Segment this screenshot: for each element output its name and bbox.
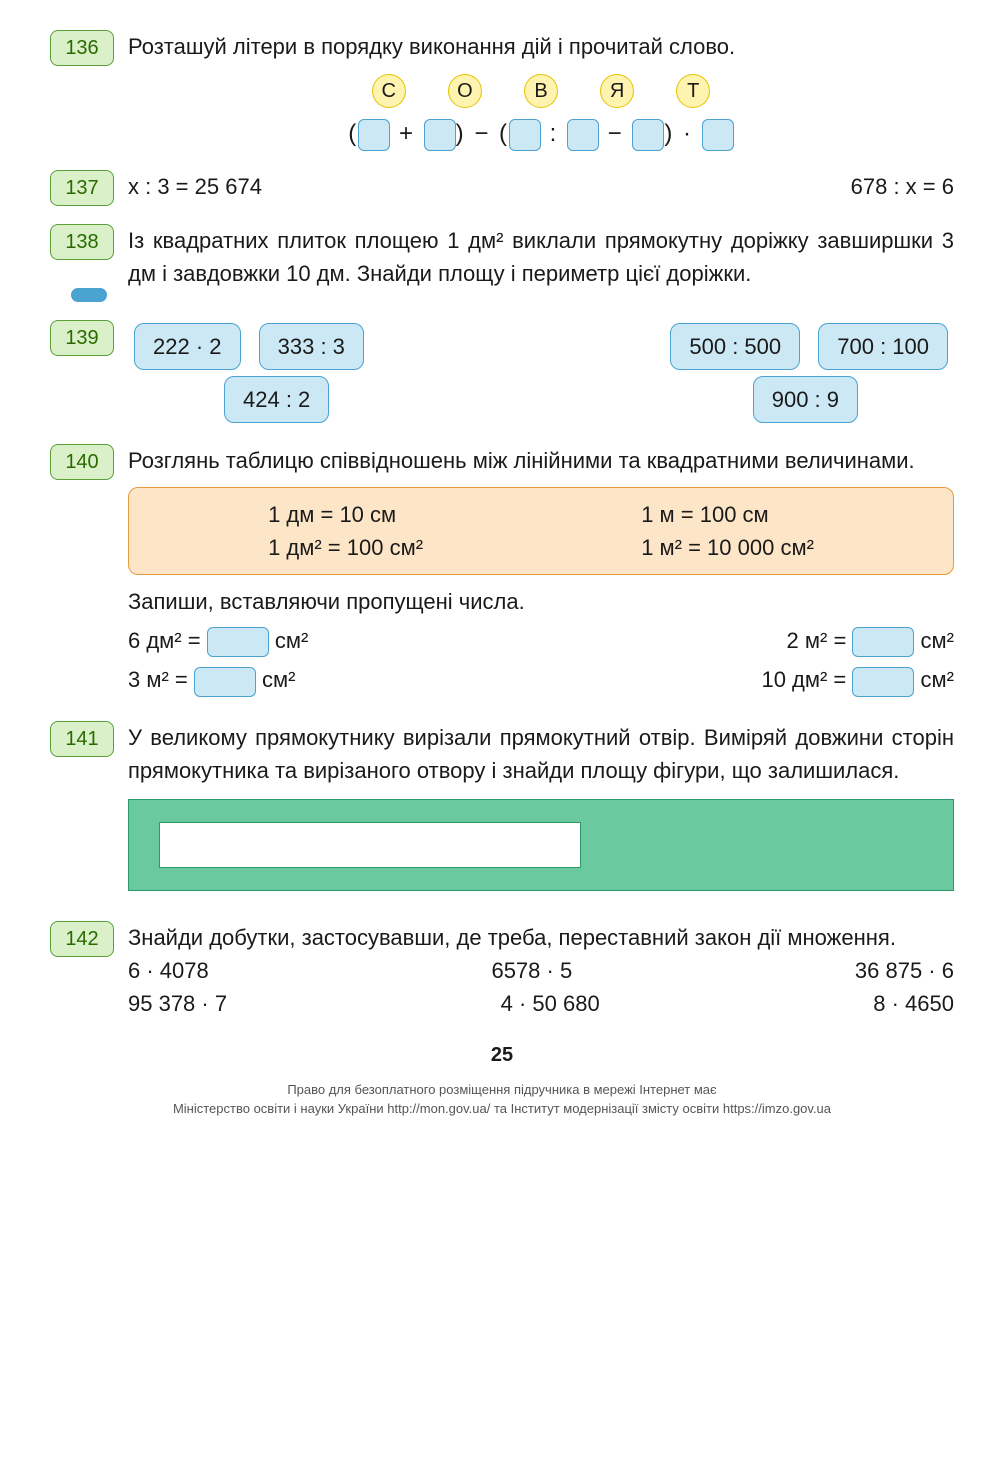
product: 6 · 4078 [128,954,209,987]
pencil-icon [71,288,107,302]
task-text: Із квадратних плиток площею 1 дм² виклал… [128,228,954,286]
blank-box[interactable] [194,667,256,697]
rectangle-figure [128,799,954,891]
task-139: 139 222 · 2 333 : 3 500 : 500 700 : 100 … [50,320,954,426]
letter-circle: О [448,74,482,108]
fill-eq: 2 м² = см² [787,624,954,657]
blank-box[interactable] [632,119,664,151]
letter-row: С О В Я Т [128,73,954,108]
table-cell: 1 м = 100 см [641,498,814,531]
table-cell: 1 м² = 10 000 см² [641,531,814,564]
task-text: Розглянь таблицю співвідношень між ліній… [128,444,954,477]
fill-eq: 3 м² = см² [128,663,295,696]
subtext: Запиши, вставляючи пропущені числа. [128,585,954,618]
equation: x : 3 = 25 674 [128,170,262,203]
math-pill: 700 : 100 [818,323,948,370]
task-138: 138 Із квадратних плиток площею 1 дм² ви… [50,224,954,302]
task-number: 140 [50,444,114,480]
task-body: Із квадратних плиток площею 1 дм² виклал… [128,224,954,290]
blank-box[interactable] [424,119,456,151]
task-137: 137 x : 3 = 25 674 678 : x = 6 [50,170,954,206]
product: 95 378 · 7 [128,987,227,1020]
formula-line: ( + ) − ( : − ) · [128,116,954,152]
relation-table: 1 дм = 10 см 1 дм² = 100 см² 1 м = 100 с… [128,487,954,575]
task-number: 139 [50,320,114,356]
blank-box[interactable] [702,119,734,151]
task-body: 222 · 2 333 : 3 500 : 500 700 : 100 424 … [128,320,954,426]
task-140: 140 Розглянь таблицю співвідношень між л… [50,444,954,702]
table-cell: 1 дм = 10 см [268,498,423,531]
footer: Право для безоплатного розміщення підруч… [50,1080,954,1119]
blank-box[interactable] [358,119,390,151]
table-col: 1 дм = 10 см 1 дм² = 100 см² [268,498,423,564]
math-pill: 500 : 500 [670,323,800,370]
task-body: Розташуй літери в порядку виконання дій … [128,30,954,152]
task-body: У великому прямокутнику вирізали прямоку… [128,721,954,903]
product: 6578 · 5 [491,954,572,987]
math-pill: 424 : 2 [224,376,329,423]
page-number: 25 [50,1040,954,1070]
equation: 678 : x = 6 [851,170,954,203]
task-number: 142 [50,921,114,957]
task-text: Розташуй літери в порядку виконання дій … [128,30,954,63]
product: 36 875 · 6 [855,954,954,987]
task-text: У великому прямокутнику вирізали прямоку… [128,721,954,787]
product: 8 · 4650 [873,987,954,1020]
task-body: Знайди добутки, застосувавши, де треба, … [128,921,954,1020]
task-body: Розглянь таблицю співвідношень між ліній… [128,444,954,702]
task-number: 141 [50,721,114,757]
blank-box[interactable] [852,667,914,697]
math-pill: 333 : 3 [259,323,364,370]
blank-box[interactable] [207,627,269,657]
footer-line: Право для безоплатного розміщення підруч… [50,1080,954,1100]
product: 4 · 50 680 [501,987,600,1020]
task-body: x : 3 = 25 674 678 : x = 6 [128,170,954,203]
table-cell: 1 дм² = 100 см² [268,531,423,564]
task-142: 142 Знайди добутки, застосувавши, де тре… [50,921,954,1020]
letter-circle: В [524,74,558,108]
task-number: 137 [50,170,114,206]
math-pill: 222 · 2 [134,323,241,370]
blank-box[interactable] [567,119,599,151]
footer-line: Міністерство освіти і науки України http… [50,1099,954,1119]
letter-circle: Т [676,74,710,108]
fill-eq: 10 дм² = см² [761,663,954,696]
fill-eq: 6 дм² = см² [128,624,308,657]
letter-circle: С [372,74,406,108]
letter-circle: Я [600,74,634,108]
task-136: 136 Розташуй літери в порядку виконання … [50,30,954,152]
table-col: 1 м = 100 см 1 м² = 10 000 см² [641,498,814,564]
blank-box[interactable] [852,627,914,657]
task-number: 136 [50,30,114,66]
task-141: 141 У великому прямокутнику вирізали пря… [50,721,954,903]
math-pill: 900 : 9 [753,376,858,423]
blank-box[interactable] [509,119,541,151]
task-number: 138 [50,224,114,260]
task-text: Знайди добутки, застосувавши, де треба, … [128,921,954,954]
rectangle-hole [159,822,581,868]
